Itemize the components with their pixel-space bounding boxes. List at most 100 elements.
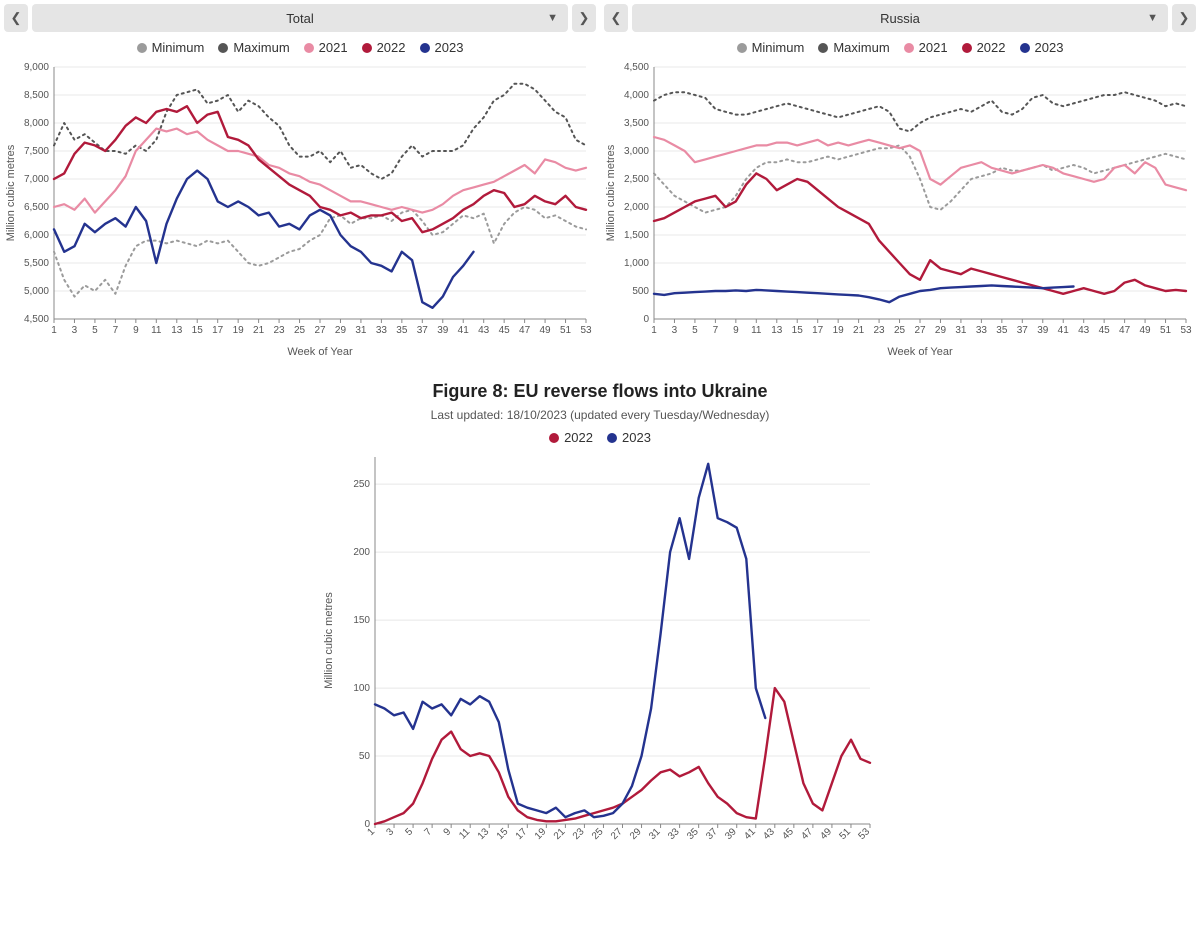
svg-text:11: 11	[751, 325, 762, 336]
legend-label: 2022	[564, 430, 593, 445]
chevron-down-icon: ▼	[547, 12, 558, 24]
svg-text:Week of Year: Week of Year	[887, 346, 953, 358]
svg-text:250: 250	[353, 479, 370, 490]
legend-dot	[304, 43, 314, 53]
svg-text:2,500: 2,500	[624, 174, 649, 185]
legend-item[interactable]: 2022	[362, 40, 406, 55]
svg-text:23: 23	[571, 826, 587, 842]
svg-text:150: 150	[353, 615, 370, 626]
legend-item[interactable]: 2022	[549, 430, 593, 445]
svg-text:200: 200	[353, 547, 370, 558]
chart-right: 05001,0001,5002,0002,5003,0003,5004,0004…	[604, 59, 1196, 359]
svg-text:51: 51	[837, 826, 853, 842]
prev-button-left[interactable]: ❮	[4, 4, 28, 32]
legend-item[interactable]: Maximum	[218, 40, 289, 55]
legend-dot	[1020, 43, 1030, 53]
legend-item[interactable]: 2023	[420, 40, 464, 55]
svg-text:33: 33	[976, 325, 988, 336]
legend-dot	[549, 433, 559, 443]
prev-button-right[interactable]: ❮	[604, 4, 628, 32]
svg-text:11: 11	[151, 325, 162, 336]
chart-bottom: 0501001502002501357911131517192123252729…	[320, 449, 880, 879]
legend-item[interactable]: 2023	[607, 430, 651, 445]
svg-text:53: 53	[1180, 325, 1192, 336]
svg-text:7,500: 7,500	[24, 146, 49, 157]
svg-text:17: 17	[212, 325, 224, 336]
svg-text:27: 27	[609, 826, 625, 842]
svg-text:Million cubic metres: Million cubic metres	[323, 592, 335, 689]
dropdown-right[interactable]: Russia ▼	[632, 4, 1168, 32]
svg-text:4,000: 4,000	[624, 90, 649, 101]
legend-label: Minimum	[152, 40, 205, 55]
svg-text:1: 1	[51, 325, 57, 336]
svg-text:13: 13	[171, 325, 183, 336]
svg-text:3,000: 3,000	[624, 146, 649, 157]
legend-item[interactable]: 2023	[1020, 40, 1064, 55]
svg-text:27: 27	[914, 325, 926, 336]
svg-text:9: 9	[442, 826, 454, 838]
legend-item[interactable]: Maximum	[818, 40, 889, 55]
svg-text:35: 35	[396, 325, 408, 336]
svg-text:8,500: 8,500	[24, 90, 49, 101]
legend-dot	[737, 43, 747, 53]
svg-text:7,000: 7,000	[24, 174, 49, 185]
svg-text:37: 37	[1017, 325, 1029, 336]
svg-text:47: 47	[1119, 325, 1131, 336]
svg-text:43: 43	[478, 325, 490, 336]
svg-text:35: 35	[685, 826, 701, 842]
svg-text:17: 17	[514, 826, 530, 842]
svg-text:1,500: 1,500	[624, 230, 649, 241]
svg-text:21: 21	[853, 325, 865, 336]
svg-text:13: 13	[476, 826, 492, 842]
svg-text:23: 23	[274, 325, 286, 336]
legend-item[interactable]: 2021	[304, 40, 348, 55]
legend-dot	[218, 43, 228, 53]
svg-text:25: 25	[894, 325, 906, 336]
legend-dot	[137, 43, 147, 53]
selector-row-left: ❮ Total ▼ ❯	[4, 4, 596, 32]
svg-text:35: 35	[996, 325, 1008, 336]
legend-label: Maximum	[833, 40, 889, 55]
svg-text:15: 15	[495, 826, 511, 842]
svg-text:3: 3	[672, 325, 678, 336]
legend-label: 2022	[977, 40, 1006, 55]
svg-text:4,500: 4,500	[624, 62, 649, 73]
dropdown-left[interactable]: Total ▼	[32, 4, 568, 32]
legend-item[interactable]: Minimum	[737, 40, 805, 55]
panel-right: ❮ Russia ▼ ❯ MinimumMaximum202120222023 …	[600, 0, 1200, 363]
legend-item[interactable]: 2021	[904, 40, 948, 55]
svg-text:3: 3	[72, 325, 78, 336]
svg-text:37: 37	[417, 325, 429, 336]
panel-left: ❮ Total ▼ ❯ Minimum Maximum 2021 2022 2023 4…	[0, 0, 600, 363]
svg-text:45: 45	[499, 325, 511, 336]
svg-text:500: 500	[632, 286, 649, 297]
svg-text:41: 41	[458, 325, 470, 336]
svg-text:29: 29	[935, 325, 947, 336]
svg-text:1: 1	[365, 826, 377, 838]
svg-text:5,500: 5,500	[24, 258, 49, 269]
svg-text:3: 3	[384, 826, 396, 838]
svg-text:31: 31	[647, 826, 663, 842]
svg-text:9,000: 9,000	[24, 62, 49, 73]
svg-text:33: 33	[376, 325, 388, 336]
svg-text:45: 45	[780, 826, 796, 842]
svg-text:0: 0	[643, 314, 649, 325]
svg-text:19: 19	[833, 325, 845, 336]
svg-text:39: 39	[1037, 325, 1049, 336]
legend-right: Minimum Maximum 2021 2022 2023	[604, 40, 1196, 55]
svg-text:9: 9	[133, 325, 139, 336]
next-button-left[interactable]: ❯	[572, 4, 596, 32]
legend-label: 2023	[622, 430, 651, 445]
next-button-right[interactable]: ❯	[1172, 4, 1196, 32]
svg-text:31: 31	[355, 325, 367, 336]
figure-title: Figure 8: EU reverse flows into Ukraine	[0, 381, 1200, 402]
chart-left: 4,5005,0005,5006,0006,5007,0007,5008,000…	[4, 59, 596, 359]
legend-left: Minimum Maximum 2021 2022 2023	[4, 40, 596, 55]
legend-label: 2023	[1035, 40, 1064, 55]
svg-text:5: 5	[692, 325, 698, 336]
legend-item[interactable]: Minimum	[137, 40, 205, 55]
svg-text:39: 39	[437, 325, 449, 336]
legend-dot	[904, 43, 914, 53]
legend-item[interactable]: 2022	[962, 40, 1006, 55]
svg-text:11: 11	[457, 826, 472, 841]
